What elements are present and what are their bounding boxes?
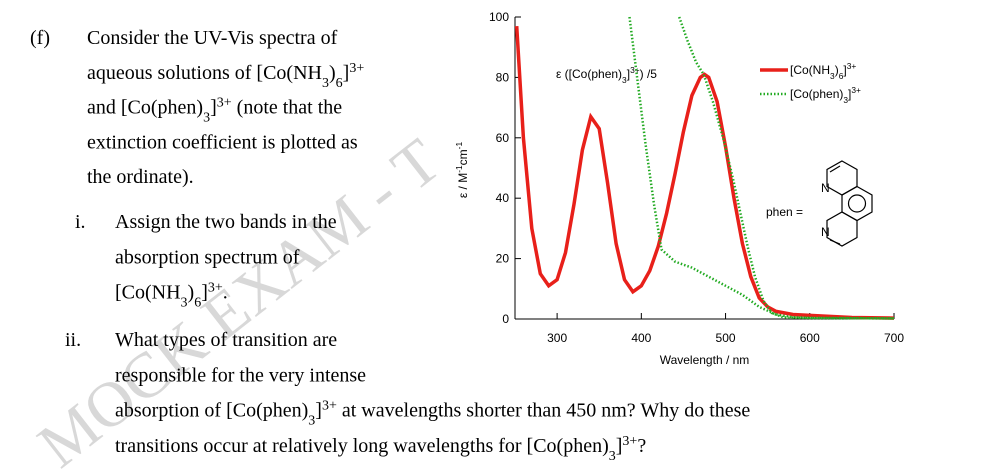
x-tick-label: 600	[800, 331, 820, 345]
y-tick-label: 40	[496, 191, 510, 205]
x-tick-label: 400	[631, 331, 651, 345]
text-line: aqueous solutions of [Co(NH3)6]3+	[87, 60, 364, 90]
series-line	[628, 16, 895, 320]
question-number: i.	[75, 211, 86, 233]
text-line: [Co(NH3)6]3+.	[115, 280, 228, 310]
series-line	[514, 25, 895, 320]
question-number: ii.	[65, 329, 81, 351]
text-line: Consider the UV-Vis spectra of	[87, 27, 338, 49]
intro: Consider the UV-Vis spectra of aqueous so…	[87, 27, 364, 188]
text-line: transitions occur at relatively long wav…	[115, 433, 646, 463]
legend-label: [Co(NH3)6]3+	[790, 61, 856, 81]
x-tick-label: 500	[716, 331, 736, 345]
y-tick-label: 0	[502, 312, 509, 326]
text-line: responsible for the very intense	[115, 364, 366, 386]
x-tick-label: 700	[884, 331, 904, 345]
structure-label: phen =	[766, 205, 803, 219]
y-tick-label: 60	[496, 131, 510, 145]
x-tick-label: 300	[547, 331, 567, 345]
y-axis-label: ε / M-1cm-1	[454, 142, 470, 199]
text-line: the ordinate).	[87, 166, 194, 188]
chart: N N phen = 0 20 40 60 80 100 300 400 500 600 700 Wa…	[454, 10, 904, 367]
phen-structure	[826, 160, 873, 247]
text-line: and [Co(phen)3]3+ (note that the	[87, 95, 342, 125]
text-line: What types of transition are	[115, 329, 337, 351]
y-tick-label: 100	[489, 10, 509, 24]
text-line: extinction coefficient is plotted as	[87, 131, 358, 153]
text-line: absorption spectrum of	[115, 246, 300, 268]
text-line: absorption of [Co(phen)3]3+ at wavelengt…	[115, 398, 750, 428]
y-tick-label: 20	[496, 252, 510, 266]
text-line: Assign the two bands in the	[115, 211, 337, 233]
series-line	[678, 16, 895, 320]
y-tick-label: 80	[496, 70, 510, 84]
annotation: ε ([Co(phen)3]3+) /5	[556, 65, 657, 85]
atom-label: N	[821, 225, 830, 239]
atom-label: N	[821, 181, 830, 195]
x-axis-label: Wavelength / nm	[660, 353, 750, 367]
questions: i. Assign the two bands in the absorption …	[65, 211, 750, 463]
legend-label: [Co(phen)3]3+	[790, 85, 861, 105]
part-label: (f)	[30, 27, 50, 49]
